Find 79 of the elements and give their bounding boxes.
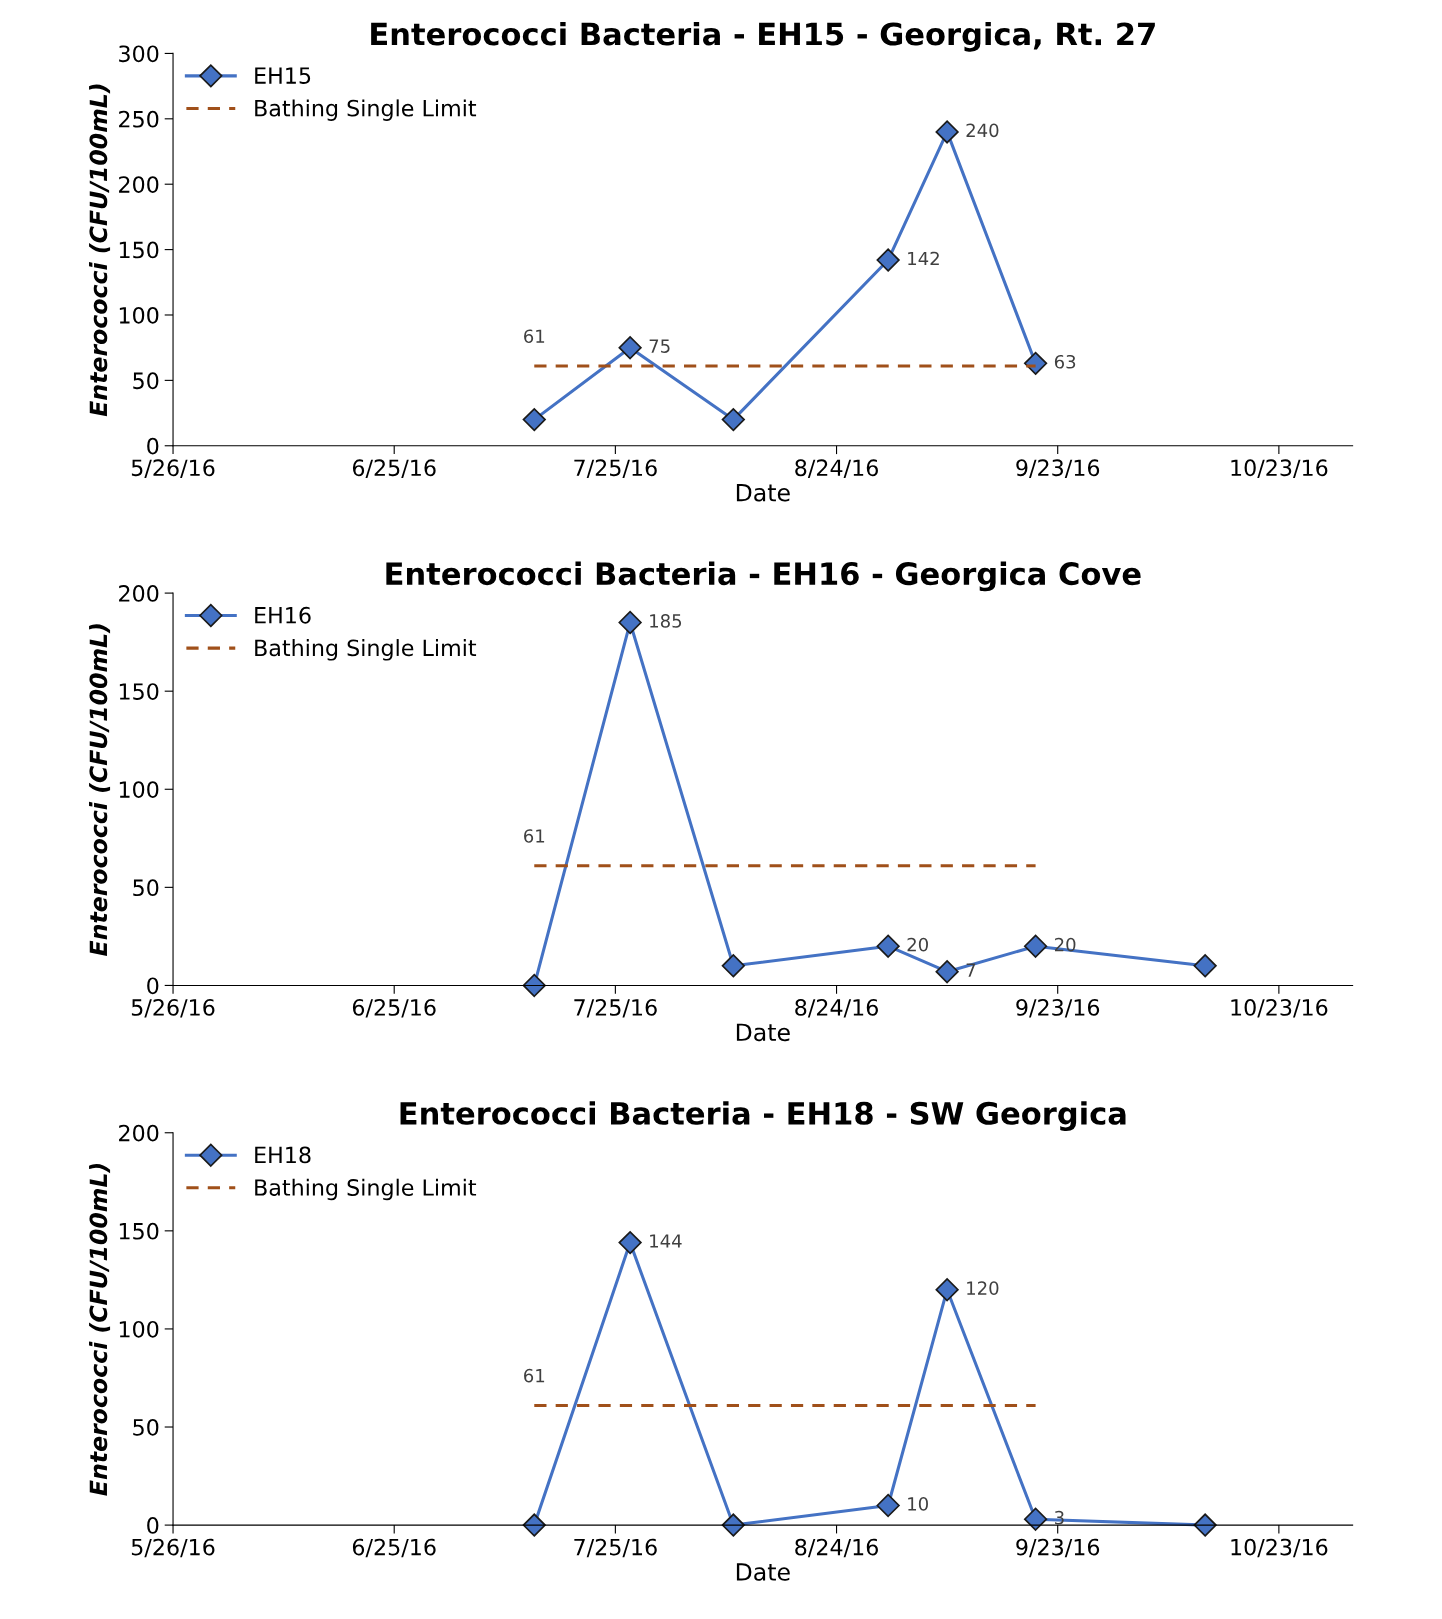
point <box>618 336 642 360</box>
y-tick-label: 50 <box>133 1418 159 1436</box>
x-tick-label: 6/25/16 <box>352 459 436 478</box>
y-tick-label: 0 <box>147 1517 159 1534</box>
y-tick-label: 200 <box>119 585 159 602</box>
chart-title: Enterococci Bacteria - EH16 - Georgica Cove <box>386 561 1141 592</box>
x-tick-label: 10/23/16 <box>1231 459 1328 478</box>
x-tick-label: 7/25/16 <box>574 999 657 1018</box>
y-tick-label: 250 <box>119 110 159 128</box>
y-axis-title: Enterococci (CFU/100mL) <box>89 1163 111 1496</box>
data-label: 10 <box>908 1497 928 1511</box>
y-tick-label: 150 <box>119 683 159 700</box>
point <box>876 248 900 272</box>
y-tick-label: 100 <box>119 1320 159 1338</box>
y-tick-label: 200 <box>119 1124 159 1142</box>
y-tick-label: 0 <box>147 437 159 455</box>
x-tick-label: 5/26/16 <box>131 1538 215 1558</box>
x-tick-label: 9/23/16 <box>1016 1538 1100 1558</box>
point <box>1193 954 1217 978</box>
x-tick-label: 9/23/16 <box>1016 999 1100 1018</box>
x-tick-label: 6/25/16 <box>352 999 436 1018</box>
legend-label: EH16 <box>255 606 311 624</box>
y-axis-title: Enterococci (CFU/100mL) <box>89 84 111 417</box>
point <box>721 407 745 432</box>
y-axis-title: Enterococci (CFU/100mL) <box>89 624 111 956</box>
x-tick-label: 7/25/16 <box>574 1538 657 1558</box>
point <box>522 973 546 998</box>
chart-title: Enterococci Bacteria - EH18 - SW Georgica <box>400 1101 1126 1132</box>
y-tick-label: 100 <box>119 306 159 324</box>
y-tick-label: 150 <box>119 1222 159 1240</box>
x-tick-label: 10/23/16 <box>1231 1538 1328 1558</box>
point <box>1023 1507 1048 1531</box>
data-label: 75 <box>649 339 670 353</box>
chart-title: Enterococci Bacteria - EH15 - Georgica, Rt. 27 <box>371 21 1155 52</box>
y-tick-label: 300 <box>119 45 159 63</box>
legend-label: Bathing Single Limit <box>255 1178 477 1201</box>
data-label: 7 <box>966 963 976 977</box>
x-axis-title: Date <box>736 1563 790 1581</box>
y-tick-label: 200 <box>119 176 159 193</box>
data-label: 240 <box>966 123 999 138</box>
point <box>876 934 900 958</box>
y-tick-label: 0 <box>147 977 159 995</box>
x-tick-label: 10/23/16 <box>1231 999 1328 1018</box>
data-label: 61 <box>524 1368 545 1383</box>
point <box>935 1278 959 1302</box>
point <box>721 954 745 978</box>
data-label: 120 <box>967 1281 999 1295</box>
point <box>618 610 642 635</box>
x-tick-label: 5/26/16 <box>131 999 215 1018</box>
data-label: 142 <box>908 251 939 266</box>
data-label: 185 <box>650 614 682 628</box>
x-axis-title: Date <box>736 483 790 502</box>
x-tick-label: 7/25/16 <box>574 459 657 478</box>
data-label: 20 <box>907 937 928 952</box>
legend-label: EH15 <box>255 67 311 84</box>
x-tick-label: 8/24/16 <box>795 459 878 478</box>
legend-label: Bathing Single Limit <box>255 639 477 661</box>
y-tick-label: 50 <box>133 879 159 897</box>
data-label: 61 <box>524 329 545 344</box>
point <box>1023 934 1048 958</box>
y-tick-label: 150 <box>119 241 159 259</box>
x-tick-label: 8/24/16 <box>795 999 878 1018</box>
x-axis-title: Date <box>736 1023 790 1042</box>
point <box>935 960 959 984</box>
point <box>522 407 546 432</box>
point <box>935 120 959 144</box>
point <box>618 1230 642 1255</box>
x-tick-label: 8/24/16 <box>795 1538 878 1558</box>
y-tick-label: 50 <box>133 372 159 390</box>
x-tick-label: 6/25/16 <box>352 1538 436 1558</box>
data-label: 144 <box>650 1234 682 1248</box>
point <box>876 1493 900 1518</box>
legend-label: EH18 <box>255 1146 311 1164</box>
legend-label: Bathing Single Limit <box>255 99 477 121</box>
x-tick-label: 5/26/16 <box>131 459 215 478</box>
data-label: 61 <box>524 829 545 843</box>
x-tick-label: 9/23/16 <box>1016 459 1100 478</box>
y-tick-label: 100 <box>119 781 159 799</box>
data-label: 63 <box>1054 354 1076 369</box>
